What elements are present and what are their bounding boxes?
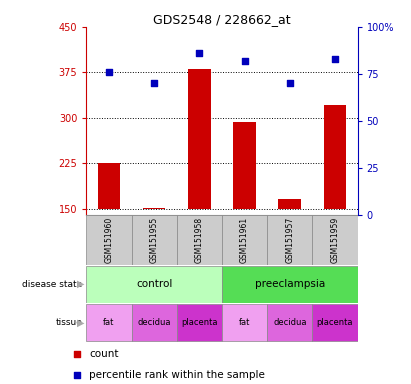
Bar — [267, 304, 312, 341]
Bar — [222, 215, 267, 265]
Point — [196, 50, 203, 56]
Bar — [267, 215, 312, 265]
Text: decidua: decidua — [137, 318, 171, 327]
Text: placenta: placenta — [317, 318, 353, 327]
Bar — [324, 104, 346, 209]
Bar — [177, 215, 222, 265]
Text: fat: fat — [103, 318, 115, 327]
Bar — [222, 266, 358, 303]
Bar — [177, 304, 222, 341]
Text: placenta: placenta — [181, 318, 217, 327]
Text: ▶: ▶ — [77, 279, 84, 289]
Text: ▶: ▶ — [77, 318, 84, 328]
Point — [332, 56, 338, 62]
Text: GSM151960: GSM151960 — [104, 217, 113, 263]
Title: GDS2548 / 228662_at: GDS2548 / 228662_at — [153, 13, 291, 26]
Point — [151, 80, 157, 86]
Text: GSM151958: GSM151958 — [195, 217, 204, 263]
Text: disease state: disease state — [22, 280, 82, 289]
Text: GSM151961: GSM151961 — [240, 217, 249, 263]
Text: decidua: decidua — [273, 318, 307, 327]
Bar — [132, 304, 177, 341]
Bar — [279, 199, 301, 209]
Bar — [143, 208, 165, 209]
Text: percentile rank within the sample: percentile rank within the sample — [89, 370, 265, 380]
Point — [106, 69, 112, 75]
Bar — [312, 215, 358, 265]
Point — [314, 83, 321, 89]
Point — [241, 58, 248, 64]
Bar — [86, 266, 222, 303]
Text: GSM151959: GSM151959 — [330, 217, 339, 263]
Bar — [132, 215, 177, 265]
Bar — [312, 304, 358, 341]
Bar — [98, 163, 120, 209]
Text: tissue: tissue — [55, 318, 82, 327]
Point — [314, 275, 321, 281]
Bar — [222, 304, 267, 341]
Text: count: count — [89, 349, 119, 359]
Bar — [233, 122, 256, 209]
Text: GSM151957: GSM151957 — [285, 217, 294, 263]
Text: fat: fat — [239, 318, 250, 327]
Text: control: control — [136, 279, 172, 289]
Bar — [188, 70, 211, 209]
Bar — [86, 304, 132, 341]
Text: GSM151955: GSM151955 — [150, 217, 159, 263]
Bar — [86, 215, 132, 265]
Text: preeclampsia: preeclampsia — [255, 279, 325, 289]
Point — [286, 80, 293, 86]
